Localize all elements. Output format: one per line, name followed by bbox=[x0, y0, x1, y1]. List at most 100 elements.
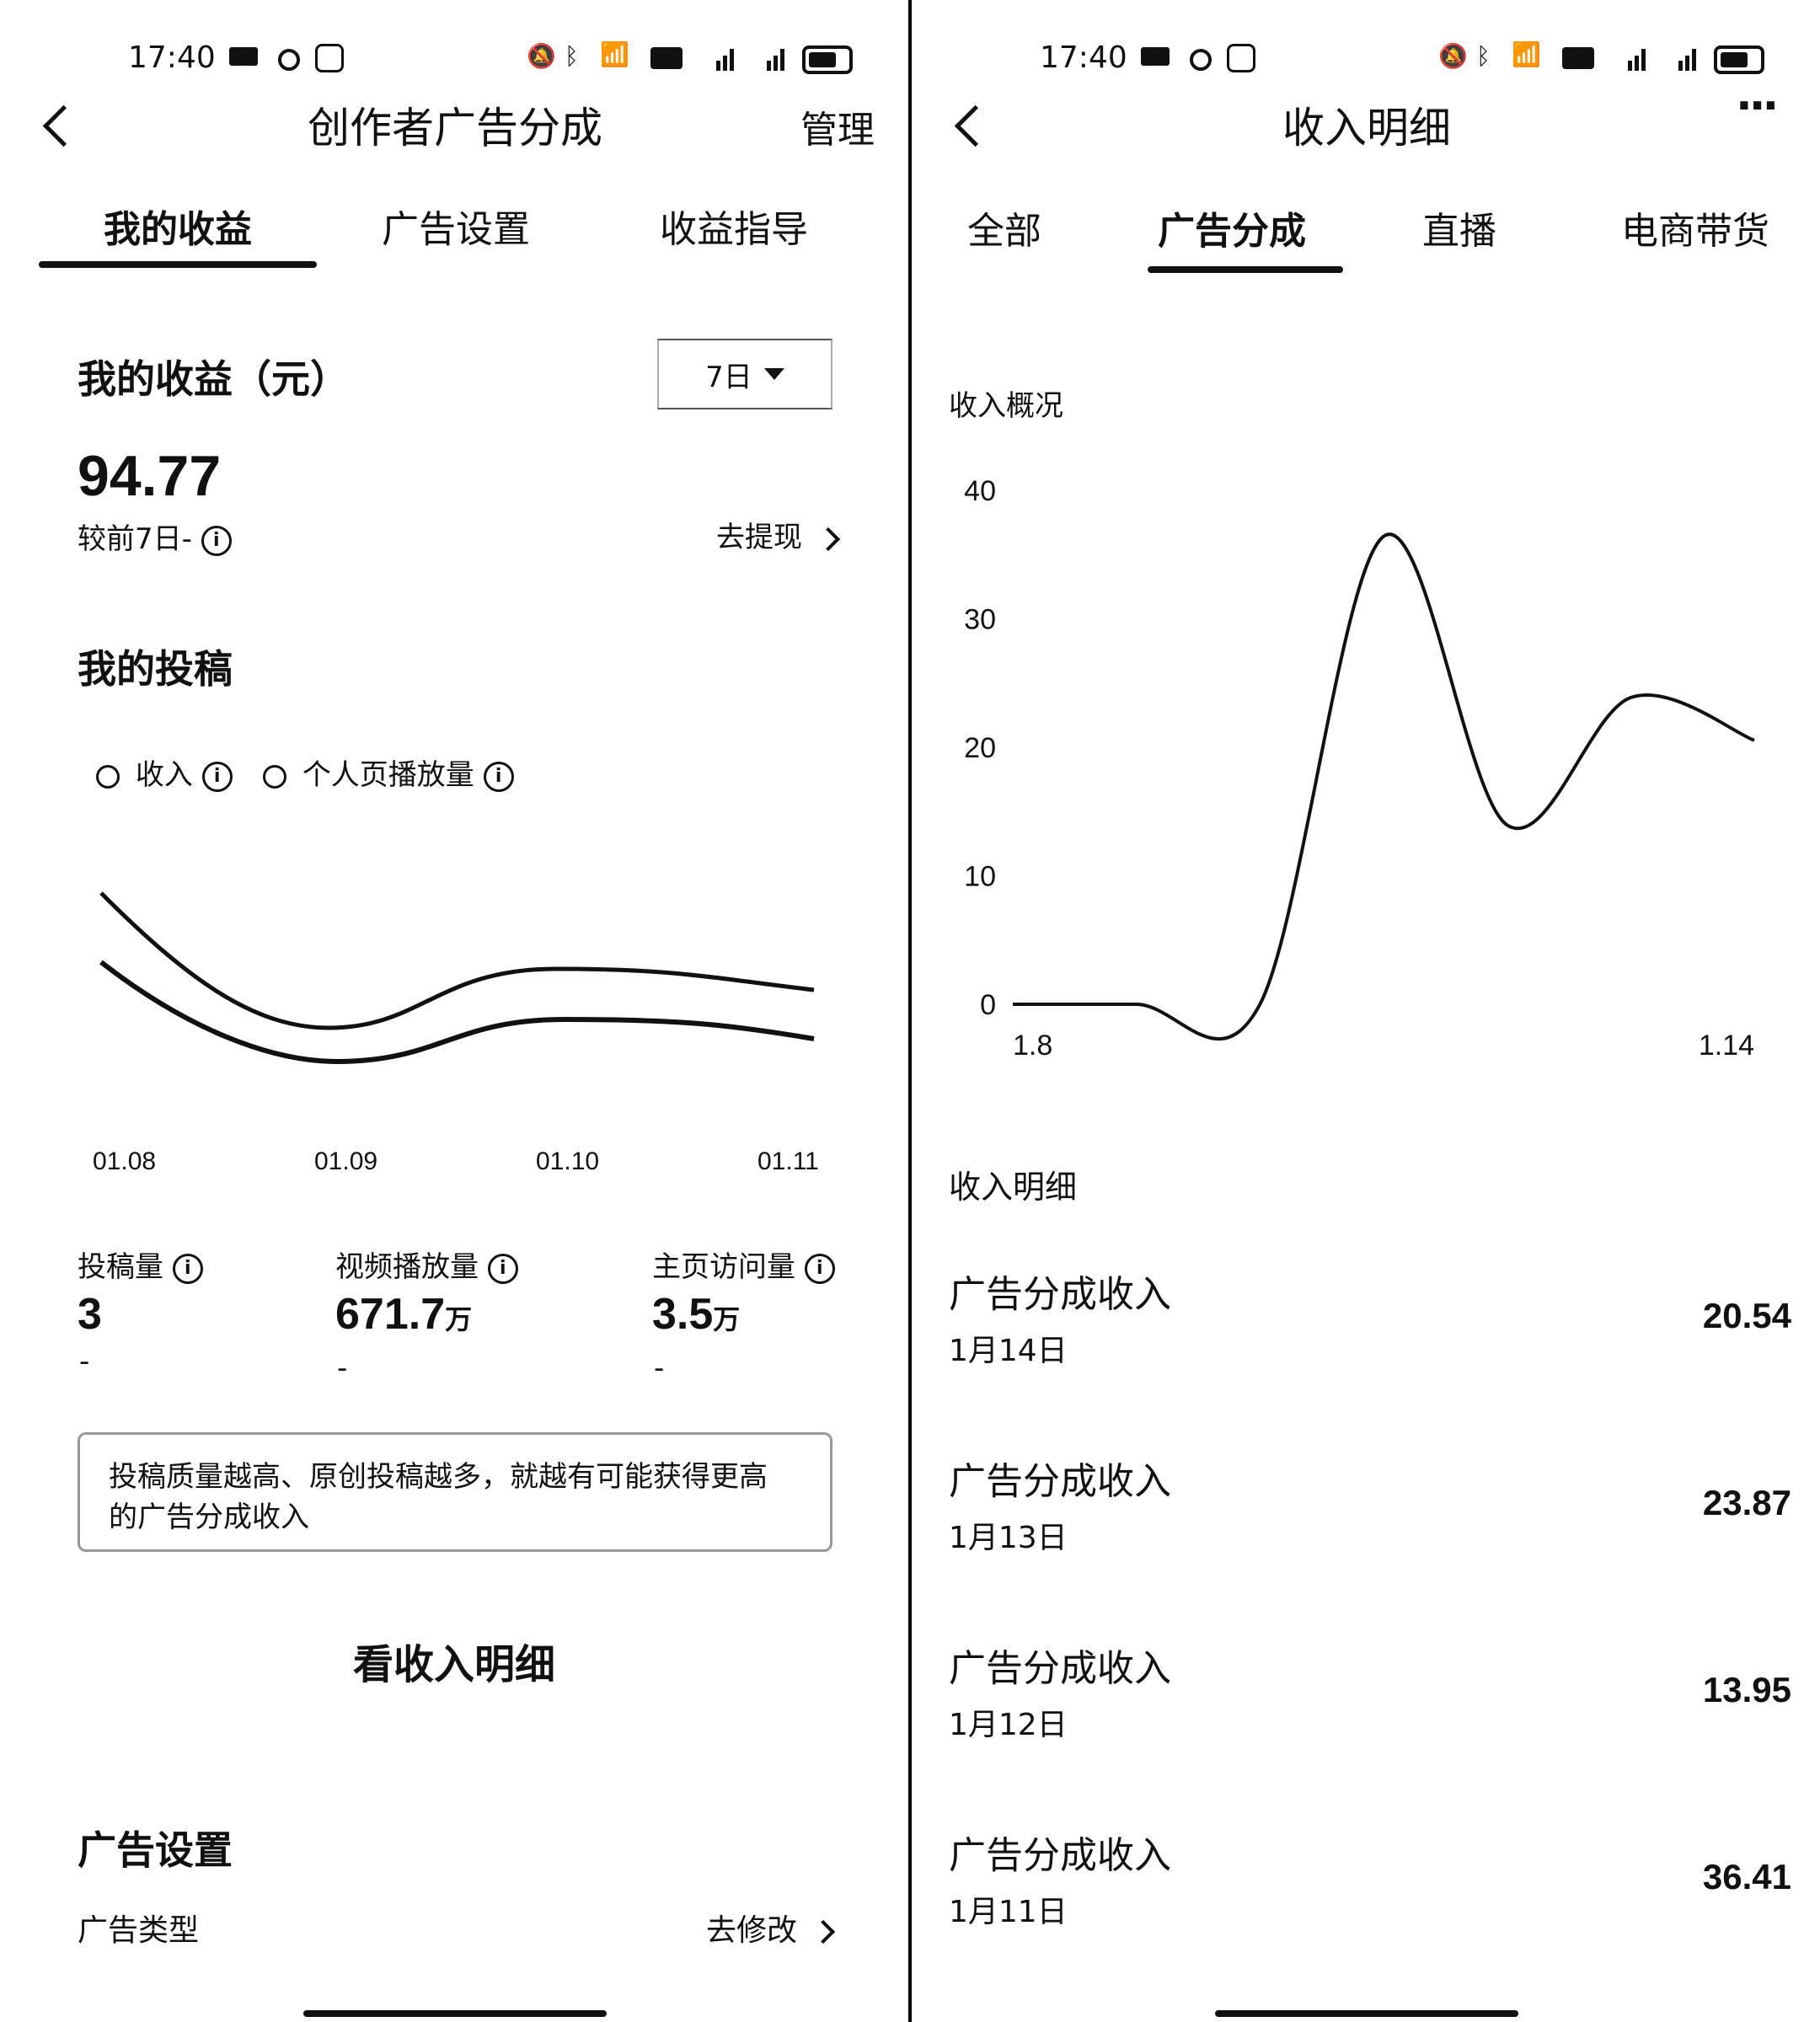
x-tick-label: 01.10 bbox=[536, 1147, 600, 1175]
y-tick-label: 30 bbox=[964, 604, 996, 636]
row-amount: 13.95 bbox=[1702, 1670, 1791, 1709]
info-icon[interactable]: i bbox=[483, 761, 514, 792]
legend-income[interactable]: 收入 i bbox=[96, 752, 233, 793]
row-title: 广告分成收入 bbox=[949, 1460, 1171, 1503]
stat-video-views-label: 视频播放量 i bbox=[335, 1244, 518, 1285]
stat-homepage-visits-label: 主页访问量 i bbox=[652, 1244, 835, 1285]
row-amount: 23.87 bbox=[1702, 1483, 1791, 1522]
info-icon[interactable]: i bbox=[172, 1253, 203, 1284]
hd-icon bbox=[650, 47, 682, 69]
tab-ad-settings[interactable]: 广告设置 bbox=[382, 208, 530, 251]
radio-icon bbox=[96, 764, 120, 789]
legend-page-views-label: 个人页播放量 bbox=[302, 758, 474, 792]
battery-icon bbox=[1714, 45, 1764, 74]
legend-page-views[interactable]: 个人页播放量 i bbox=[263, 752, 514, 793]
row-title: 广告分成收入 bbox=[949, 1273, 1171, 1316]
camera-app-icon bbox=[1227, 44, 1255, 72]
mute-icon: 🔕 bbox=[527, 42, 556, 70]
info-icon[interactable]: i bbox=[487, 1253, 518, 1284]
more-icon[interactable]: ··· bbox=[1736, 81, 1779, 131]
tab-my-earnings[interactable]: 我的收益 bbox=[104, 208, 252, 251]
x-tick-label: 01.09 bbox=[314, 1147, 378, 1175]
stat-unit: 万 bbox=[445, 1303, 473, 1335]
tab-all[interactable]: 全部 bbox=[967, 210, 1041, 253]
row-date: 1月13日 bbox=[949, 1521, 1068, 1555]
compare-text: 较前7日- bbox=[78, 522, 192, 556]
back-button[interactable] bbox=[42, 104, 85, 147]
series-page-views-line bbox=[99, 891, 815, 1030]
notification-icon bbox=[229, 47, 258, 66]
legend-income-label: 收入 bbox=[135, 758, 193, 792]
wifi-icon: 📶 bbox=[600, 40, 629, 68]
notification-icon bbox=[1141, 47, 1170, 66]
chevron-right-icon bbox=[811, 1919, 836, 1944]
camera-app-icon bbox=[315, 44, 344, 72]
stat-label: 投稿量 bbox=[78, 1250, 163, 1284]
withdraw-link[interactable]: 去提现 bbox=[716, 514, 840, 555]
y-tick-label: 40 bbox=[964, 475, 996, 507]
page-title: 收入明细 bbox=[1282, 104, 1451, 152]
wifi-icon: 📶 bbox=[1512, 40, 1541, 68]
hd-icon bbox=[1562, 47, 1594, 69]
stat-submissions-change: - bbox=[79, 1345, 90, 1378]
tab-ecommerce[interactable]: 电商带货 bbox=[1621, 210, 1769, 253]
info-icon[interactable]: i bbox=[804, 1253, 835, 1284]
stat-submissions-value: 3 bbox=[78, 1290, 102, 1339]
info-icon[interactable]: i bbox=[201, 761, 233, 792]
x-tick-label: 01.08 bbox=[93, 1147, 157, 1175]
stat-number: 3.5 bbox=[652, 1290, 714, 1339]
view-income-details-button[interactable]: 看收入明细 bbox=[352, 1641, 555, 1688]
stat-label: 视频播放量 bbox=[335, 1250, 479, 1284]
bluetooth-icon: ᛒ bbox=[1476, 42, 1491, 70]
row-title: 广告分成收入 bbox=[949, 1834, 1171, 1877]
earnings-title: 我的收益（元） bbox=[78, 356, 349, 402]
signal-5g-icon bbox=[1611, 45, 1648, 71]
screen-divider bbox=[908, 0, 912, 2022]
chevron-right-icon bbox=[816, 527, 840, 551]
x-tick-label: 1.14 bbox=[1699, 1030, 1754, 1062]
info-icon[interactable]: i bbox=[201, 525, 232, 556]
record-icon bbox=[278, 49, 300, 71]
row-amount: 20.54 bbox=[1702, 1296, 1791, 1335]
mute-icon: 🔕 bbox=[1438, 42, 1468, 70]
modify-ad-type-link[interactable]: 去修改 bbox=[706, 1906, 836, 1950]
home-indicator[interactable] bbox=[1215, 2010, 1518, 2017]
tip-text: 投稿质量越高、原创投稿越多，就越有可能获得更高的广告分成收入 bbox=[109, 1460, 768, 1534]
tab-ad-revenue[interactable]: 广告分成 bbox=[1158, 210, 1306, 253]
tip-box: 投稿质量越高、原创投稿越多，就越有可能获得更高的广告分成收入 bbox=[78, 1432, 832, 1552]
modify-label: 去修改 bbox=[706, 1913, 798, 1948]
ad-settings-title: 广告设置 bbox=[78, 1827, 233, 1873]
earnings-amount: 94.77 bbox=[78, 444, 222, 508]
stat-label: 主页访问量 bbox=[652, 1250, 795, 1284]
list-item[interactable]: 广告分成收入 1月12日 13.95 bbox=[949, 1633, 1791, 1759]
row-title: 广告分成收入 bbox=[949, 1647, 1171, 1690]
back-button[interactable] bbox=[954, 104, 997, 147]
manage-button[interactable]: 管理 bbox=[800, 109, 875, 152]
active-tab-indicator bbox=[39, 261, 317, 268]
x-tick-label: 01.11 bbox=[757, 1147, 819, 1175]
list-item[interactable]: 广告分成收入 1月14日 20.54 bbox=[949, 1259, 1791, 1385]
series-income-line bbox=[99, 960, 815, 1065]
list-item[interactable]: 广告分成收入 1月13日 23.87 bbox=[949, 1446, 1791, 1572]
overview-title: 收入概况 bbox=[949, 389, 1063, 423]
row-date: 1月11日 bbox=[949, 1895, 1068, 1929]
status-time: 17:40 bbox=[128, 40, 216, 75]
withdraw-label: 去提现 bbox=[716, 521, 802, 554]
home-indicator[interactable] bbox=[303, 2010, 607, 2017]
income-overview-chart: 0 10 20 30 40 1.8 1.14 bbox=[964, 475, 1755, 1062]
period-selector[interactable]: 7日 bbox=[657, 339, 832, 409]
list-item[interactable]: 广告分成收入 1月11日 36.41 bbox=[949, 1820, 1791, 1946]
y-tick-label: 0 bbox=[980, 989, 996, 1021]
status-time: 17:40 bbox=[1040, 40, 1127, 75]
right-screen: 17:40 🔕 ᛒ 📶 收入明细 ··· 全部 广告分成 直播 电商带货 收入概… bbox=[912, 0, 1820, 2022]
tab-earnings-guide[interactable]: 收益指导 bbox=[660, 208, 808, 251]
income-series-line bbox=[1013, 532, 1755, 1041]
x-tick-label: 1.8 bbox=[1013, 1030, 1052, 1062]
row-date: 1月12日 bbox=[949, 1708, 1068, 1742]
row-date: 1月14日 bbox=[949, 1334, 1068, 1368]
period-value: 7日 bbox=[705, 360, 752, 394]
left-screen: 17:40 🔕 ᛒ 📶 创作者广告分成 管理 我的收益 广告设置 收益指导 我的… bbox=[0, 0, 908, 2022]
stat-homepage-visits-value: 3.5万 bbox=[652, 1289, 740, 1340]
submissions-chart bbox=[99, 891, 815, 1065]
tab-live[interactable]: 直播 bbox=[1422, 210, 1496, 253]
